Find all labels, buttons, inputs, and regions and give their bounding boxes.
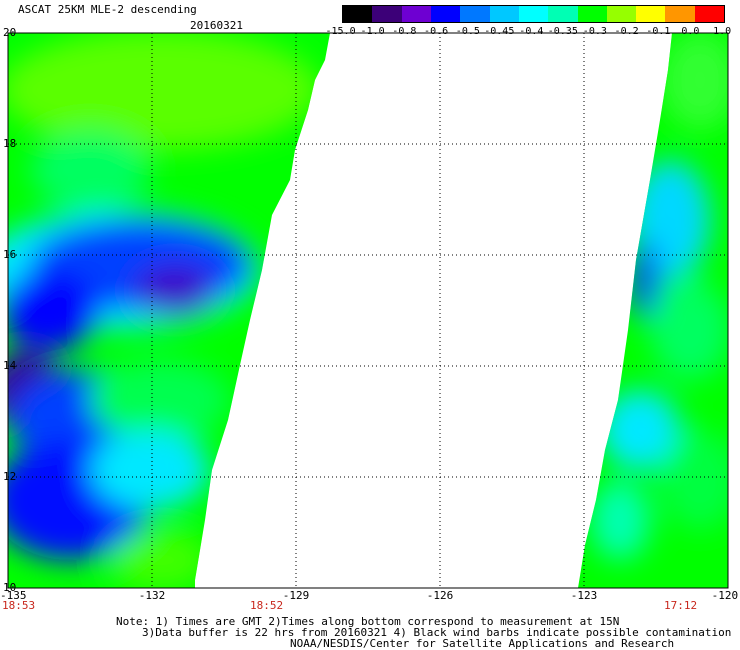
latitude-label: 12 <box>3 470 17 483</box>
colorbar-tick-label: -0.4 <box>519 26 544 37</box>
pass-time-label: 18:52 <box>250 599 284 612</box>
colorbar-segment <box>665 6 695 22</box>
longitude-label: -120 <box>711 589 739 602</box>
latitude-label: 10 <box>3 581 17 594</box>
colorbar-tick-label: -0.1 <box>646 26 671 37</box>
colorbar-segment <box>518 6 549 22</box>
colorbar-segment <box>636 6 666 22</box>
colorbar-tick-label: -1.0 <box>360 26 385 37</box>
colorbar-tick-label: -0.8 <box>392 26 417 37</box>
note-line: 3)Data buffer is 22 hrs from 20160321 4)… <box>142 626 732 639</box>
map-date: 20160321 <box>190 19 243 32</box>
latitude-label: 18 <box>3 137 17 150</box>
colorbar-segment <box>343 6 373 22</box>
pass-time-label: 18:53 <box>2 599 36 612</box>
colorbar-tick-label: -0.6 <box>424 26 449 37</box>
colorbar-tick-label: 1.0 <box>713 26 732 37</box>
colorbar-tick-label: 0.0 <box>681 26 700 37</box>
colorbar-tick-label: -0.45 <box>484 26 515 37</box>
colorbar-tick-label: -0.2 <box>614 26 639 37</box>
latitude-label: 14 <box>3 359 17 372</box>
latitude-label: 16 <box>3 248 17 261</box>
longitude-label: -132 <box>138 589 166 602</box>
longitude-label: -126 <box>426 589 454 602</box>
latitude-label: 20 <box>3 26 17 39</box>
colorbar-segment <box>460 6 490 22</box>
colorbar-tick-label: -15.0 <box>325 26 356 37</box>
note-line: Note: 1) Times are GMT 2)Times along bot… <box>116 615 620 628</box>
longitude-label: -135 <box>0 589 27 602</box>
colorbar-segment <box>606 6 637 22</box>
east-swath <box>578 33 728 588</box>
west-swath <box>8 33 330 588</box>
colorbar-segment <box>577 6 607 22</box>
colorbar-tick-label: -0.5 <box>455 26 480 37</box>
colorbar-segment <box>548 6 578 22</box>
colorbar-segment <box>430 6 461 22</box>
longitude-label: -123 <box>570 589 598 602</box>
map-title: ASCAT 25KM MLE-2 descending <box>18 3 197 16</box>
note-line: NOAA/NESDIS/Center for Satellite Applica… <box>290 637 675 650</box>
longitude-label: -129 <box>282 589 310 602</box>
colorbar-tick-label: -0.3 <box>582 26 607 37</box>
map-frame <box>7 32 729 589</box>
colorbar-tick-label: -0.35 <box>547 26 578 37</box>
pass-time-label: 17:12 <box>664 599 698 612</box>
colorbar-segment <box>694 6 725 22</box>
colorbar <box>342 5 725 23</box>
colorbar-segment <box>372 6 402 22</box>
colorbar-segment <box>401 6 431 22</box>
colorbar-segment <box>489 6 519 22</box>
